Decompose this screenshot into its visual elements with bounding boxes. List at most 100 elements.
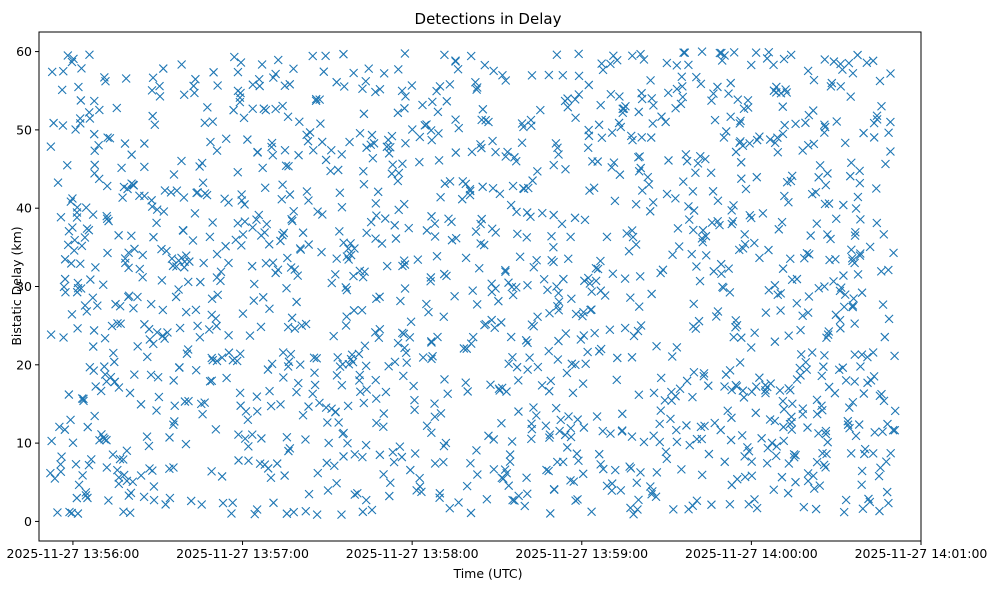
data-point xyxy=(301,506,311,516)
data-point xyxy=(234,430,243,440)
data-point xyxy=(280,471,290,480)
data-point xyxy=(579,276,589,286)
data-point xyxy=(58,121,68,130)
data-point xyxy=(280,145,290,155)
data-point xyxy=(778,396,788,406)
data-point xyxy=(482,494,492,504)
data-point xyxy=(339,82,349,91)
data-point xyxy=(878,427,887,436)
data-point xyxy=(879,229,889,239)
data-point xyxy=(391,234,401,243)
data-point xyxy=(672,342,682,352)
data-point xyxy=(674,242,684,251)
data-point xyxy=(64,226,74,236)
data-point xyxy=(399,199,409,209)
data-point xyxy=(404,223,414,233)
data-point xyxy=(118,193,127,203)
data-point xyxy=(840,290,850,300)
data-point xyxy=(846,92,856,101)
data-point xyxy=(697,470,707,480)
data-point xyxy=(422,226,432,235)
data-point xyxy=(443,389,453,399)
data-point xyxy=(466,51,476,61)
data-point xyxy=(103,248,112,258)
data-point xyxy=(250,509,260,519)
data-point xyxy=(378,422,388,432)
data-point xyxy=(349,68,359,78)
data-point xyxy=(114,473,124,482)
data-point xyxy=(487,279,497,289)
data-point xyxy=(746,343,756,352)
data-point xyxy=(886,117,895,127)
data-point xyxy=(663,88,673,98)
data-point xyxy=(691,324,701,333)
data-point xyxy=(200,398,210,408)
data-point xyxy=(77,63,86,73)
data-point xyxy=(662,189,672,199)
data-point xyxy=(61,287,70,297)
data-point xyxy=(732,382,742,391)
data-point xyxy=(341,283,351,292)
data-point xyxy=(779,404,789,414)
data-point xyxy=(170,401,180,411)
data-point xyxy=(778,264,788,274)
data-point xyxy=(47,67,57,77)
data-point xyxy=(838,200,848,210)
data-point xyxy=(606,429,615,439)
data-point xyxy=(82,306,92,316)
data-point xyxy=(704,449,714,459)
data-point xyxy=(142,352,152,362)
data-point xyxy=(636,467,645,477)
data-point xyxy=(708,186,718,196)
data-point xyxy=(78,470,87,480)
data-point xyxy=(886,448,896,458)
data-point xyxy=(331,407,340,417)
data-point xyxy=(207,353,217,363)
data-point xyxy=(243,441,253,451)
data-point xyxy=(426,126,436,135)
data-point xyxy=(388,447,398,457)
data-point xyxy=(729,332,739,342)
data-point xyxy=(373,187,383,197)
data-point xyxy=(766,379,776,388)
data-point xyxy=(381,387,391,397)
data-point xyxy=(211,425,221,434)
data-point xyxy=(697,47,707,57)
data-point xyxy=(103,133,113,143)
data-point xyxy=(594,449,604,459)
data-point xyxy=(544,346,554,356)
data-point xyxy=(568,388,578,398)
data-point xyxy=(764,47,774,57)
data-point xyxy=(160,186,170,195)
data-point xyxy=(407,81,417,90)
data-point xyxy=(574,456,583,466)
data-point xyxy=(872,111,882,121)
data-point xyxy=(527,320,537,330)
data-point xyxy=(661,447,671,457)
data-point xyxy=(484,431,493,441)
data-point xyxy=(843,416,853,426)
data-point xyxy=(556,415,566,425)
data-point xyxy=(56,460,65,469)
data-point xyxy=(724,264,734,274)
data-point xyxy=(637,132,647,142)
data-point xyxy=(145,335,155,344)
data-point xyxy=(776,289,786,298)
data-point xyxy=(751,408,761,418)
data-point xyxy=(548,242,558,252)
data-point xyxy=(90,160,100,170)
data-point xyxy=(169,417,179,426)
data-point xyxy=(432,86,441,96)
data-point xyxy=(745,138,755,148)
data-point xyxy=(566,423,576,433)
data-point xyxy=(812,395,822,405)
data-point xyxy=(815,481,825,491)
data-point xyxy=(506,332,516,342)
data-point xyxy=(566,232,576,242)
data-point xyxy=(713,216,723,226)
data-point xyxy=(99,362,109,371)
data-point xyxy=(98,280,108,290)
data-point xyxy=(126,231,136,241)
data-point xyxy=(466,458,475,468)
data-point xyxy=(380,214,390,223)
